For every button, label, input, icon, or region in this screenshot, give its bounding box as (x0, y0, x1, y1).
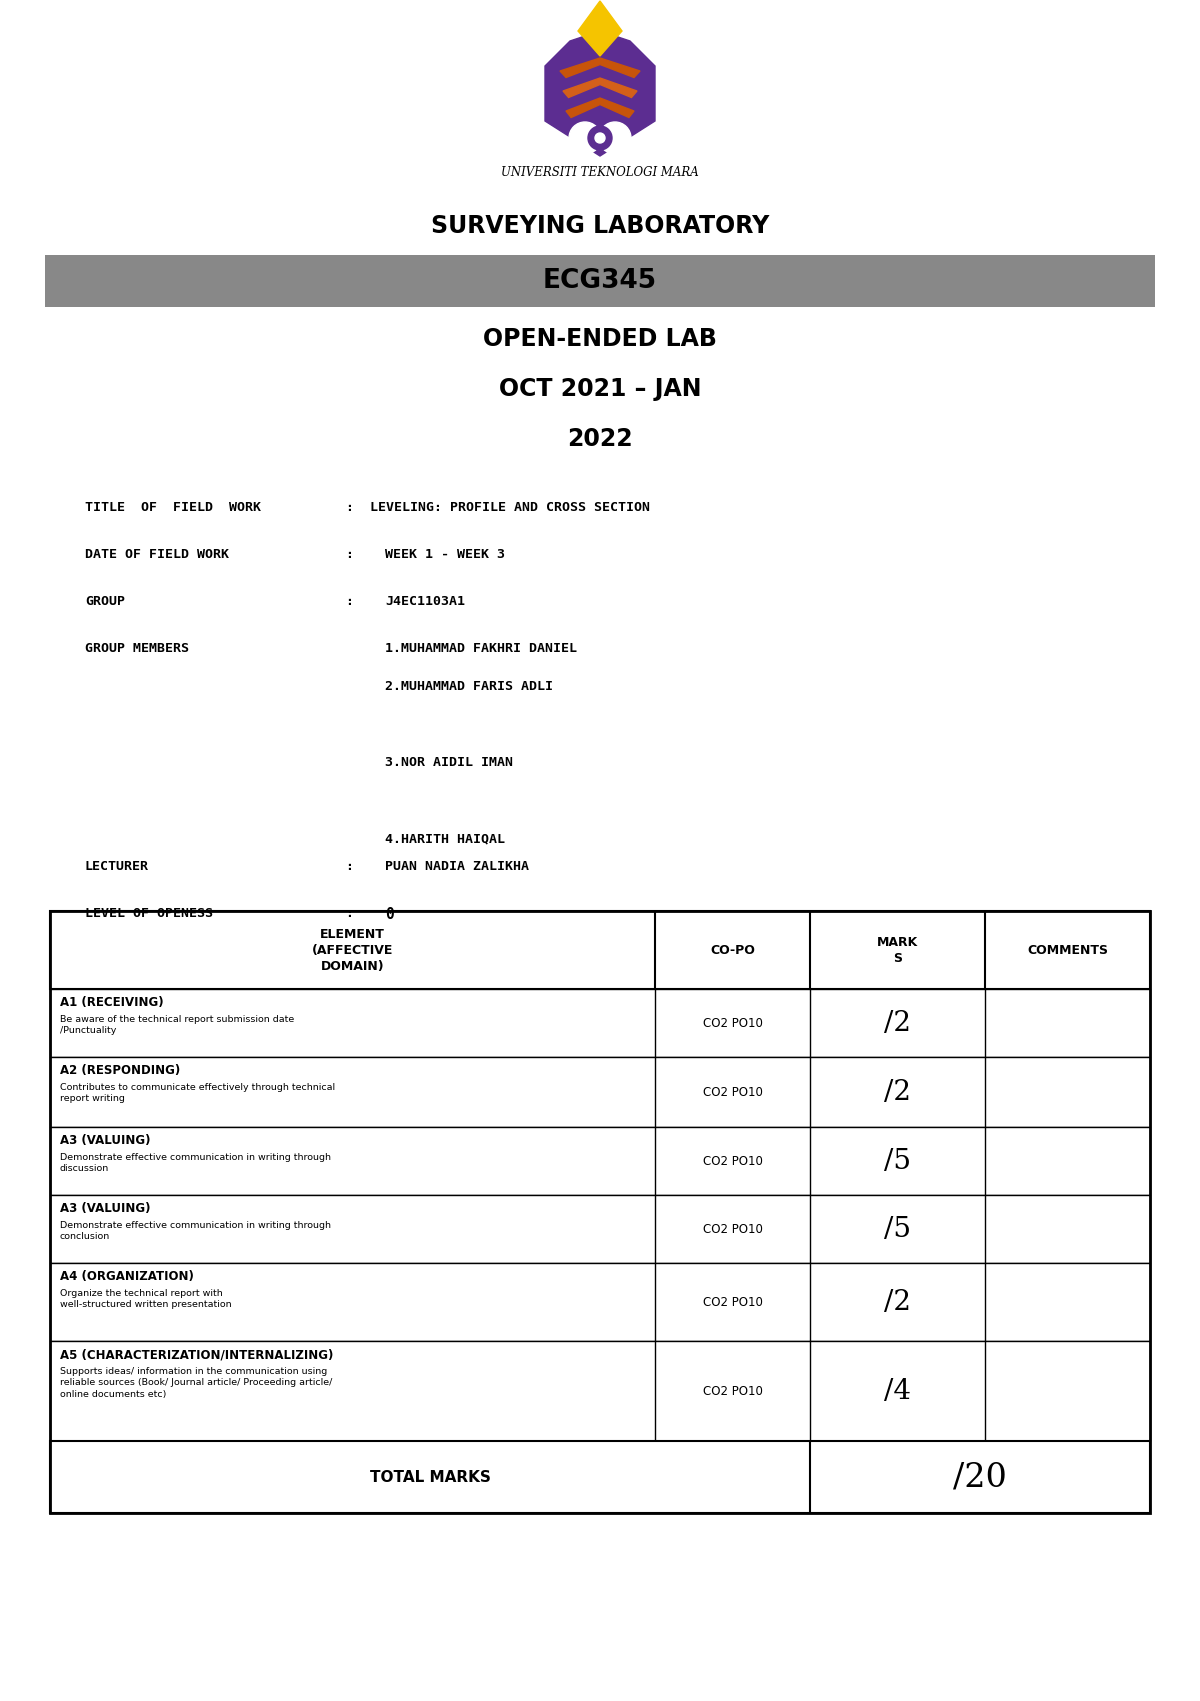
Text: CO2 PO10: CO2 PO10 (702, 1085, 762, 1099)
Text: A3 (VALUING): A3 (VALUING) (60, 1135, 150, 1146)
Text: A4 (ORGANIZATION): A4 (ORGANIZATION) (60, 1271, 194, 1283)
Text: /2: /2 (884, 1078, 911, 1106)
Text: CO2 PO10: CO2 PO10 (702, 1296, 762, 1308)
Text: /20: /20 (953, 1461, 1007, 1493)
Bar (46, 255, 1154, 306)
Text: COMMENTS: COMMENTS (1027, 944, 1108, 956)
Text: 4.HARITH HAIQAL: 4.HARITH HAIQAL (385, 832, 505, 845)
Text: CO2 PO10: CO2 PO10 (702, 1155, 762, 1167)
Text: CO2 PO10: CO2 PO10 (702, 1223, 762, 1235)
Text: SURVEYING LABORATORY: SURVEYING LABORATORY (431, 214, 769, 238)
Polygon shape (560, 58, 640, 78)
Text: /5: /5 (884, 1148, 911, 1174)
Text: TITLE  OF  FIELD  WORK: TITLE OF FIELD WORK (85, 502, 262, 514)
Text: CO2 PO10: CO2 PO10 (702, 1385, 762, 1398)
Text: 2.MUHAMMAD FARIS ADLI: 2.MUHAMMAD FARIS ADLI (385, 680, 553, 692)
Text: Supports ideas/ information in the communication using
reliable sources (Book/ J: Supports ideas/ information in the commu… (60, 1368, 332, 1398)
Bar (50, 1264, 1150, 1340)
Text: Demonstrate effective communication in writing through
discussion: Demonstrate effective communication in w… (60, 1153, 331, 1174)
Circle shape (588, 126, 612, 150)
Text: GROUP: GROUP (85, 595, 125, 607)
Text: LECTURER: LECTURER (85, 861, 149, 873)
Text: :: : (346, 502, 353, 514)
Text: /5: /5 (884, 1216, 911, 1242)
Polygon shape (566, 99, 634, 117)
Bar (50, 1128, 1150, 1196)
Text: A5 (CHARACTERIZATION/INTERNALIZING): A5 (CHARACTERIZATION/INTERNALIZING) (60, 1347, 334, 1361)
Text: DATE OF FIELD WORK: DATE OF FIELD WORK (85, 548, 229, 561)
Text: WEEK 1 - WEEK 3: WEEK 1 - WEEK 3 (385, 548, 505, 561)
Text: :: : (346, 595, 353, 607)
Text: ECG345: ECG345 (542, 269, 658, 294)
Bar (50, 988, 1150, 1056)
Text: /2: /2 (884, 1009, 911, 1036)
Text: TOTAL MARKS: TOTAL MARKS (370, 1470, 491, 1485)
Text: LEVEL OF OPENESS: LEVEL OF OPENESS (85, 907, 214, 920)
Text: 1.MUHAMMAD FAKHRI DANIEL: 1.MUHAMMAD FAKHRI DANIEL (385, 641, 577, 655)
Circle shape (595, 133, 605, 143)
Text: OPEN-ENDED LAB: OPEN-ENDED LAB (484, 327, 716, 350)
Text: MARK
S: MARK S (877, 936, 918, 964)
Bar (50, 1441, 1150, 1512)
Text: OCT 2021 – JAN: OCT 2021 – JAN (499, 378, 701, 401)
Text: PUAN NADIA ZALIKHA: PUAN NADIA ZALIKHA (385, 861, 529, 873)
Text: A3 (VALUING): A3 (VALUING) (60, 1203, 150, 1215)
Text: CO-PO: CO-PO (710, 944, 755, 956)
Text: 2022: 2022 (568, 427, 632, 451)
Text: J4EC1103A1: J4EC1103A1 (385, 595, 466, 607)
Polygon shape (563, 78, 637, 97)
Polygon shape (578, 2, 622, 56)
Text: ELEMENT
(AFFECTIVE
DOMAIN): ELEMENT (AFFECTIVE DOMAIN) (312, 927, 394, 973)
Circle shape (599, 122, 631, 155)
Text: :: : (346, 861, 353, 873)
Text: GROUP MEMBERS: GROUP MEMBERS (85, 641, 190, 655)
Text: 0: 0 (385, 907, 394, 922)
Bar (50, 1340, 1150, 1441)
Polygon shape (545, 31, 655, 156)
Text: /4: /4 (884, 1378, 911, 1405)
Text: 3.NOR AIDIL IMAN: 3.NOR AIDIL IMAN (385, 755, 514, 769)
Text: Demonstrate effective communication in writing through
conclusion: Demonstrate effective communication in w… (60, 1221, 331, 1242)
Text: Be aware of the technical report submission date
/Punctuality: Be aware of the technical report submiss… (60, 1015, 294, 1036)
Circle shape (569, 122, 601, 155)
Text: Organize the technical report with
well-structured written presentation: Organize the technical report with well-… (60, 1289, 232, 1310)
Text: CO2 PO10: CO2 PO10 (702, 1017, 762, 1029)
Text: UNIVERSITI TEKNOLOGI MARA: UNIVERSITI TEKNOLOGI MARA (502, 167, 698, 179)
Text: :: : (346, 548, 353, 561)
Bar (50, 912, 1150, 1512)
Text: A2 (RESPONDING): A2 (RESPONDING) (60, 1065, 180, 1077)
Text: /2: /2 (884, 1288, 911, 1315)
Bar (50, 1196, 1150, 1264)
Text: :: : (346, 907, 353, 920)
Text: A1 (RECEIVING): A1 (RECEIVING) (60, 997, 163, 1009)
Text: LEVELING: PROFILE AND CROSS SECTION: LEVELING: PROFILE AND CROSS SECTION (370, 502, 650, 514)
Text: Contributes to communicate effectively through technical
report writing: Contributes to communicate effectively t… (60, 1084, 335, 1104)
Bar (50, 912, 1150, 988)
Bar (50, 1056, 1150, 1128)
